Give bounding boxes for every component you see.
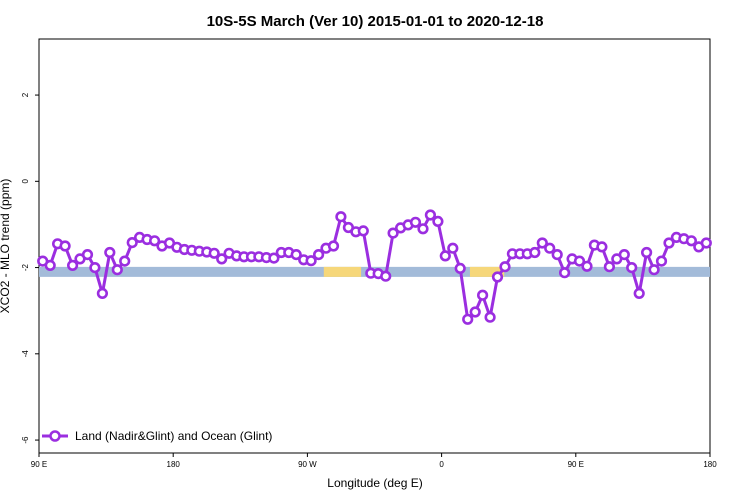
data-point	[544, 242, 556, 254]
x-tick-label: 90 W	[298, 460, 317, 469]
data-point	[432, 215, 444, 227]
band-land-1	[469, 266, 505, 277]
data-point	[596, 241, 608, 253]
data-point	[551, 249, 563, 261]
y-tick-label: -6	[21, 436, 30, 444]
data-point	[581, 260, 593, 272]
y-tick-label: 0	[21, 179, 30, 184]
plot-frame	[38, 38, 711, 454]
data-point	[536, 237, 548, 249]
data-point	[290, 249, 302, 261]
data-point	[529, 246, 541, 259]
data-point	[313, 249, 325, 261]
data-point	[335, 211, 347, 223]
data-point	[424, 209, 437, 221]
y-axis-label: XCO2 - MLO trend (ppm)	[0, 179, 12, 314]
data-point	[477, 289, 489, 301]
y-tick-label: 2	[21, 92, 30, 97]
data-point	[380, 270, 392, 282]
data-point	[409, 216, 422, 228]
data-point	[96, 287, 108, 300]
data-point	[626, 262, 638, 274]
data-point	[89, 262, 101, 274]
data-point	[327, 240, 340, 252]
legend: Land (Nadir&Glint) and Ocean (Glint)	[42, 429, 272, 443]
data-point	[558, 267, 571, 279]
data-point	[149, 235, 161, 247]
data-point	[81, 249, 94, 261]
data-point	[469, 306, 481, 318]
x-axis-label: Longitude (deg E)	[327, 476, 422, 490]
data-point	[66, 259, 79, 272]
data-point	[357, 225, 369, 237]
data-point	[305, 255, 317, 267]
y-tick-label: -2	[21, 263, 30, 271]
data-point	[462, 313, 474, 325]
data-point	[491, 271, 504, 283]
data-point	[618, 249, 630, 261]
data-point	[208, 247, 220, 259]
data-point	[640, 246, 653, 259]
data-point	[499, 261, 511, 273]
data-point	[111, 264, 123, 276]
y-tick-label: -4	[21, 350, 30, 358]
x-axis-ticks: 90 E 180 90 W 0 90 E 180	[31, 453, 717, 469]
x-tick-label: 180	[167, 460, 181, 469]
legend-label: Land (Nadir&Glint) and Ocean (Glint)	[75, 429, 272, 443]
data-point	[700, 237, 712, 249]
data-point	[268, 252, 280, 264]
y-axis-ticks: -6 -4 -2 0 2	[21, 92, 39, 444]
x-tick-label: 180	[703, 460, 717, 469]
series-layer	[37, 209, 712, 325]
data-point	[663, 237, 675, 249]
data-point	[44, 259, 56, 272]
data-point	[648, 264, 660, 276]
data-point	[573, 255, 586, 267]
data-point	[484, 311, 496, 323]
data-point	[387, 227, 399, 239]
data-point	[439, 250, 451, 262]
x-tick-label: 0	[439, 460, 444, 469]
data-point	[603, 261, 616, 273]
data-point	[633, 287, 645, 300]
x-tick-label: 90 E	[31, 460, 47, 469]
x-tick-label: 90 E	[568, 460, 584, 469]
data-point	[454, 262, 466, 275]
data-point	[417, 223, 429, 235]
legend-marker	[49, 430, 61, 442]
data-point	[104, 246, 116, 259]
data-point	[685, 235, 698, 247]
data-point	[119, 255, 131, 267]
data-point	[59, 240, 71, 252]
band-land-0	[323, 266, 362, 277]
data-point	[126, 237, 138, 249]
data-point	[447, 242, 459, 254]
data-point	[216, 253, 228, 265]
data-point	[655, 255, 668, 267]
chart-title: 10S-5S March (Ver 10) 2015-01-01 to 2020…	[207, 13, 544, 30]
